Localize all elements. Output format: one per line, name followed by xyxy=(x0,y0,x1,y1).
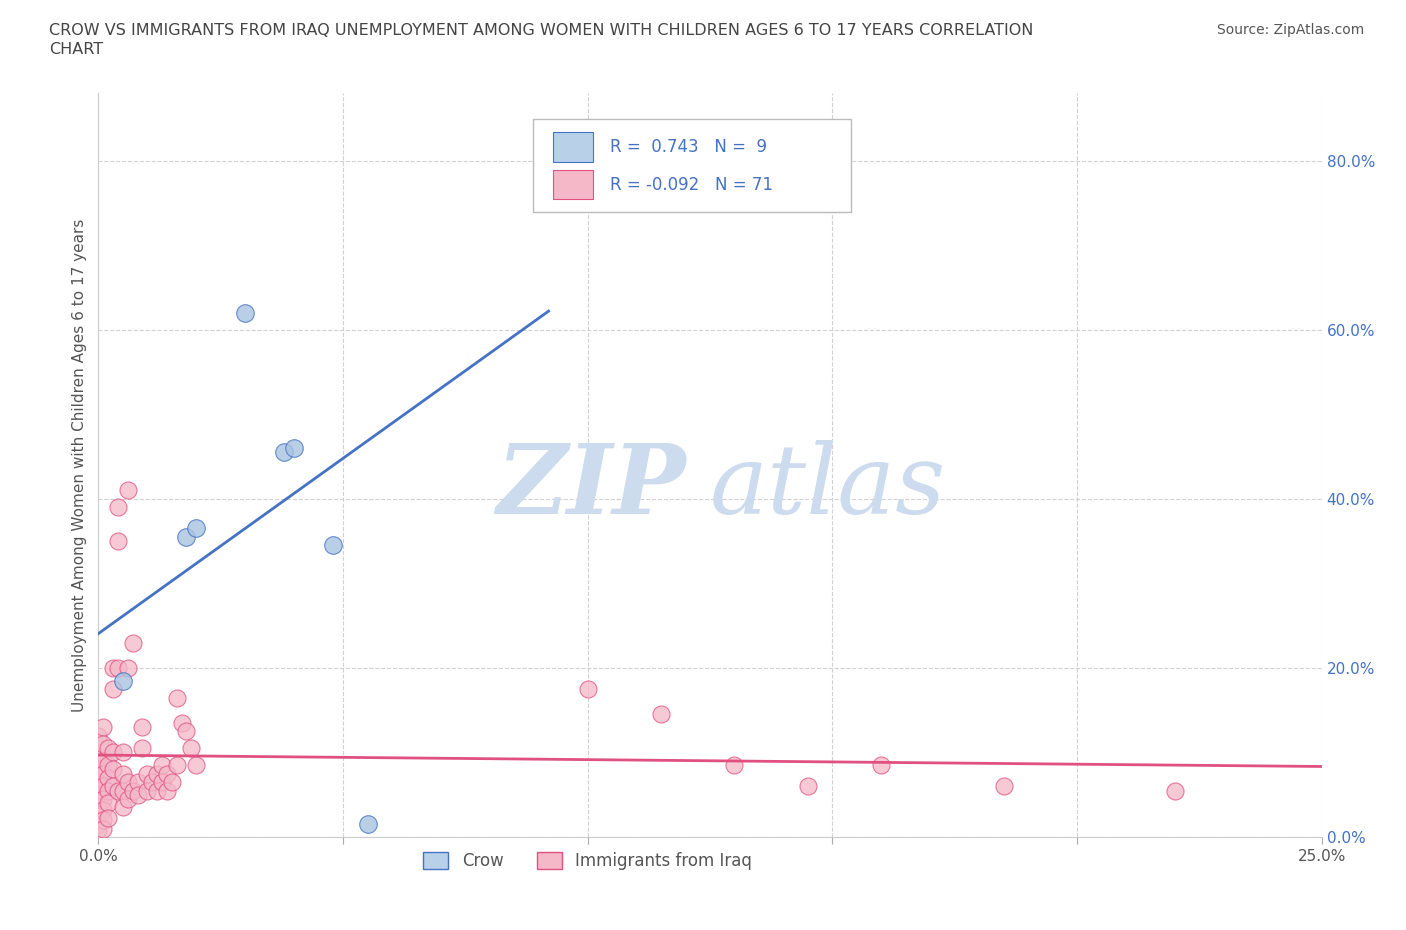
Point xyxy=(91,791,114,806)
Point xyxy=(146,783,169,798)
Y-axis label: Unemployment Among Women with Children Ages 6 to 17 years: Unemployment Among Women with Children A… xyxy=(72,219,87,711)
Point xyxy=(117,791,139,806)
Point xyxy=(101,682,124,697)
Point xyxy=(166,758,188,773)
Point xyxy=(150,758,173,773)
Text: R = -0.092   N = 71: R = -0.092 N = 71 xyxy=(610,176,773,193)
Point xyxy=(156,766,179,781)
Text: R =  0.743   N =  9: R = 0.743 N = 9 xyxy=(610,139,766,156)
Point xyxy=(576,682,599,697)
Point xyxy=(91,778,114,793)
Point xyxy=(121,635,143,650)
Point xyxy=(150,775,173,790)
Point xyxy=(121,783,143,798)
Point xyxy=(91,813,114,828)
Point xyxy=(91,803,114,817)
Point xyxy=(146,766,169,781)
Point xyxy=(993,778,1015,793)
Point xyxy=(87,808,110,823)
Point xyxy=(111,745,134,760)
Point xyxy=(107,499,129,514)
Point xyxy=(117,483,139,498)
Point xyxy=(131,741,153,756)
Point xyxy=(322,538,344,552)
Point xyxy=(101,660,124,675)
Point xyxy=(97,796,120,811)
Text: ZIP: ZIP xyxy=(496,440,686,535)
Point xyxy=(136,766,159,781)
Point xyxy=(87,762,110,777)
Point xyxy=(97,811,120,826)
FancyBboxPatch shape xyxy=(554,132,592,162)
Point xyxy=(1164,783,1187,798)
Point xyxy=(176,529,198,544)
Text: Source: ZipAtlas.com: Source: ZipAtlas.com xyxy=(1216,23,1364,37)
Point xyxy=(723,758,745,773)
Point xyxy=(797,778,820,793)
Point xyxy=(91,753,114,768)
Point xyxy=(91,821,114,836)
Legend: Crow, Immigrants from Iraq: Crow, Immigrants from Iraq xyxy=(416,845,759,877)
Point xyxy=(180,741,202,756)
Point xyxy=(111,766,134,781)
Point xyxy=(166,690,188,705)
FancyBboxPatch shape xyxy=(554,169,592,199)
Point xyxy=(233,305,256,320)
Point xyxy=(87,823,110,838)
Point xyxy=(111,783,134,798)
Point xyxy=(283,441,305,456)
Point xyxy=(870,758,893,773)
Point xyxy=(273,445,295,459)
Point xyxy=(176,724,198,738)
Point xyxy=(87,728,110,743)
Point xyxy=(160,775,183,790)
Text: CROW VS IMMIGRANTS FROM IRAQ UNEMPLOYMENT AMONG WOMEN WITH CHILDREN AGES 6 TO 17: CROW VS IMMIGRANTS FROM IRAQ UNEMPLOYMEN… xyxy=(49,23,1033,38)
Point xyxy=(97,741,120,756)
Point xyxy=(127,775,149,790)
Point xyxy=(107,534,129,549)
Point xyxy=(156,783,179,798)
Point xyxy=(87,788,110,803)
Point xyxy=(91,720,114,735)
FancyBboxPatch shape xyxy=(533,119,851,212)
Point xyxy=(87,800,110,815)
Point xyxy=(91,766,114,781)
Point xyxy=(141,775,163,790)
Point xyxy=(101,778,124,793)
Point xyxy=(107,783,129,798)
Point xyxy=(170,715,193,730)
Point xyxy=(111,800,134,815)
Point xyxy=(356,817,378,831)
Point xyxy=(650,707,672,722)
Point xyxy=(117,775,139,790)
Point xyxy=(97,770,120,785)
Point xyxy=(97,783,120,798)
Point xyxy=(136,783,159,798)
Point xyxy=(127,788,149,803)
Point xyxy=(91,737,114,751)
Point xyxy=(131,720,153,735)
Point xyxy=(87,817,110,831)
Point xyxy=(101,762,124,777)
Point xyxy=(107,660,129,675)
Point xyxy=(97,758,120,773)
Point xyxy=(111,673,134,688)
Point xyxy=(87,750,110,764)
Point xyxy=(537,153,560,168)
Point xyxy=(186,521,208,536)
Point xyxy=(101,745,124,760)
Point xyxy=(186,758,208,773)
Text: atlas: atlas xyxy=(710,440,946,535)
Point xyxy=(87,775,110,790)
Point xyxy=(117,660,139,675)
Text: CHART: CHART xyxy=(49,42,103,57)
